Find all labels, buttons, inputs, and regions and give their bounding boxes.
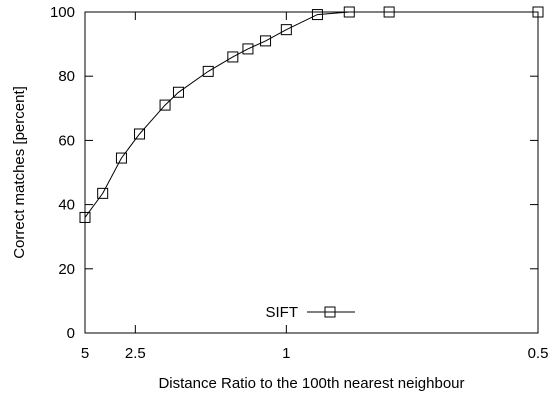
plot-frame — [84, 11, 539, 334]
data-point — [383, 6, 395, 18]
legend-marker-sift — [324, 306, 336, 318]
data-point — [202, 65, 214, 77]
x-axis: 5 2.5 1 0.5 — [81, 12, 549, 362]
data-point — [79, 211, 91, 223]
data-point — [280, 24, 292, 36]
y-tick-label: 40 — [58, 197, 75, 214]
x-axis-label: Distance Ratio to the 100th nearest neig… — [158, 375, 464, 392]
data-point — [159, 99, 171, 111]
data-point — [242, 43, 254, 55]
x-tick-label: 0.5 — [528, 345, 549, 362]
plot-area: 0 20 40 60 80 100 5 2.5 1 0.5 — [50, 4, 548, 362]
data-point — [97, 187, 109, 199]
legend-label-sift: SIFT — [266, 304, 299, 321]
y-axis: 0 20 40 60 80 100 — [50, 4, 538, 342]
data-point — [227, 51, 239, 63]
data-point — [172, 86, 184, 98]
y-tick-label: 100 — [50, 4, 75, 21]
data-point — [134, 128, 146, 140]
y-tick-label: 80 — [58, 68, 75, 85]
x-tick-label: 5 — [81, 345, 89, 362]
x-tick-label: 1 — [282, 345, 290, 362]
y-axis-label: Correct matches [percent] — [11, 86, 28, 259]
y-tick-label: 60 — [58, 132, 75, 149]
data-point — [260, 35, 272, 47]
data-point — [343, 6, 355, 18]
y-tick-label: 20 — [58, 261, 75, 278]
data-point — [311, 9, 323, 21]
legend: SIFT — [266, 304, 355, 321]
y-tick-label: 0 — [67, 325, 75, 342]
series-layer — [79, 6, 544, 223]
data-point — [115, 152, 127, 164]
data-point — [532, 6, 544, 18]
series-line-sift — [84, 11, 538, 218]
x-tick-label: 2.5 — [125, 345, 146, 362]
